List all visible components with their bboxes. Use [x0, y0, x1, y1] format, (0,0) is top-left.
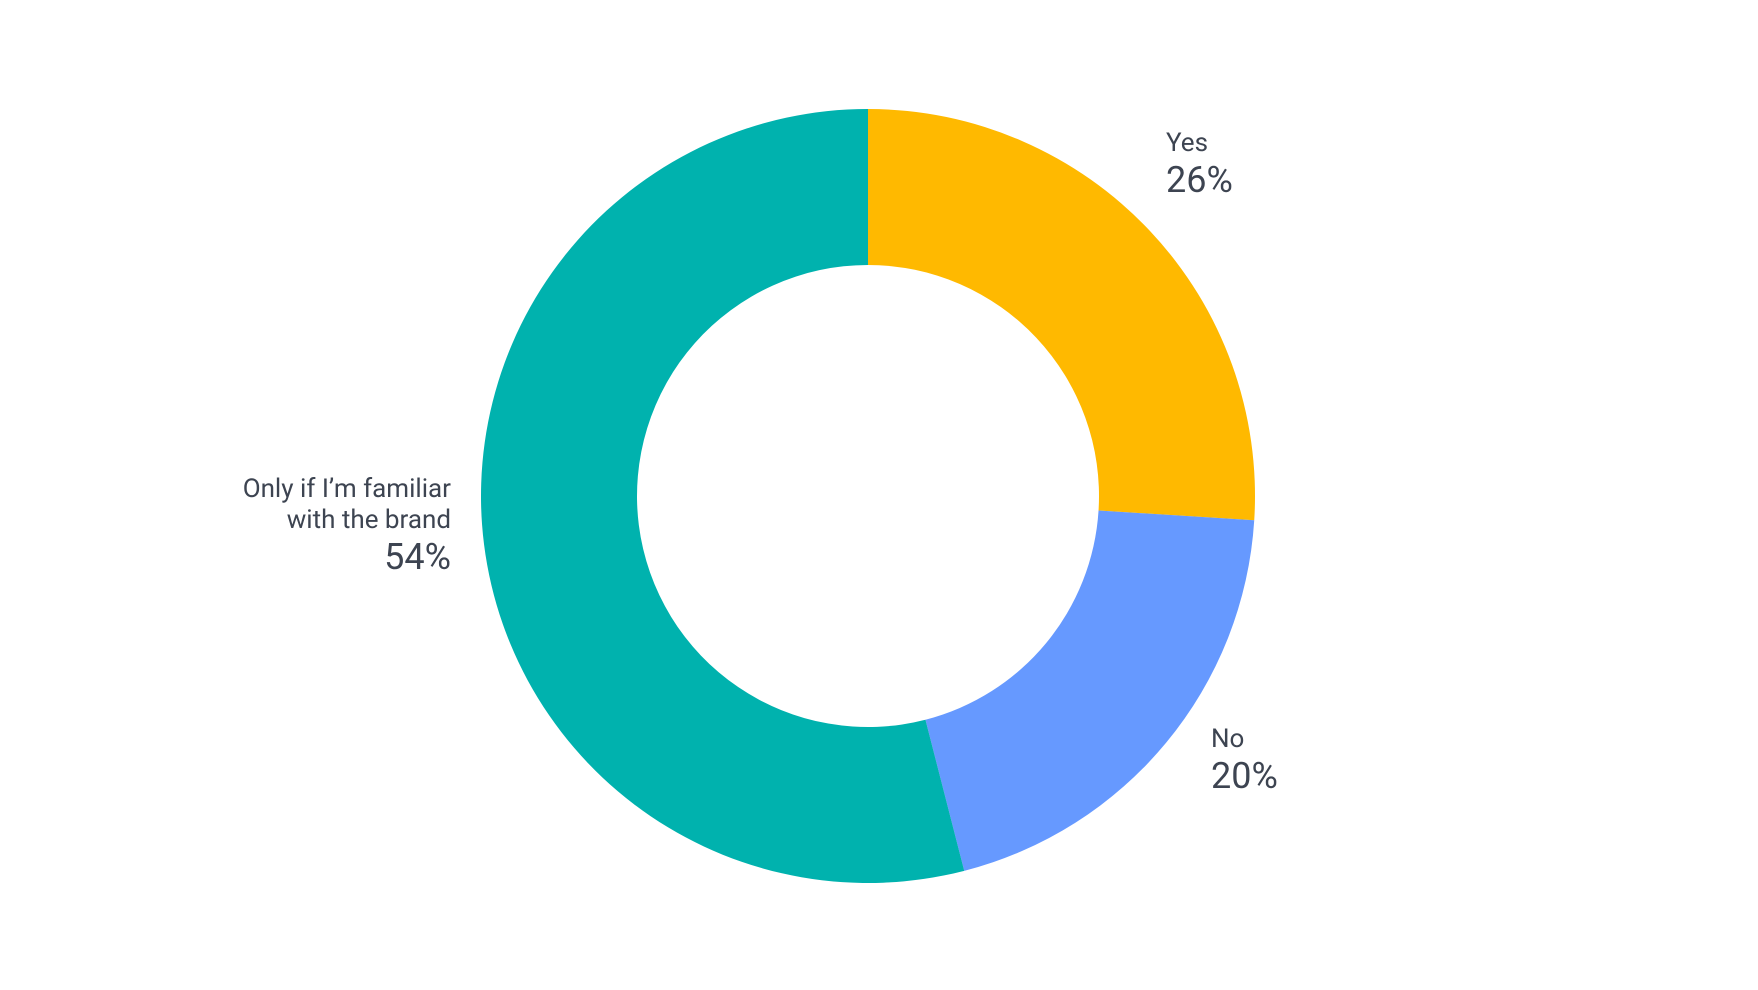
- value-label: 26%: [1166, 159, 1233, 202]
- value-label: 20%: [1211, 755, 1278, 798]
- category-label: No: [1211, 724, 1245, 754]
- donut-slice: [868, 109, 1255, 521]
- slice-label: Only if I’m familiar with the brand 54%: [191, 474, 451, 580]
- donut-slice: [481, 109, 965, 883]
- donut-slice: [925, 510, 1255, 871]
- value-label: 54%: [384, 536, 451, 579]
- category-label: Only if I’m familiar with the brand: [242, 474, 451, 536]
- slice-label: No 20%: [1211, 724, 1471, 798]
- category-label: Yes: [1166, 128, 1208, 158]
- slice-label: Yes 26%: [1166, 128, 1426, 202]
